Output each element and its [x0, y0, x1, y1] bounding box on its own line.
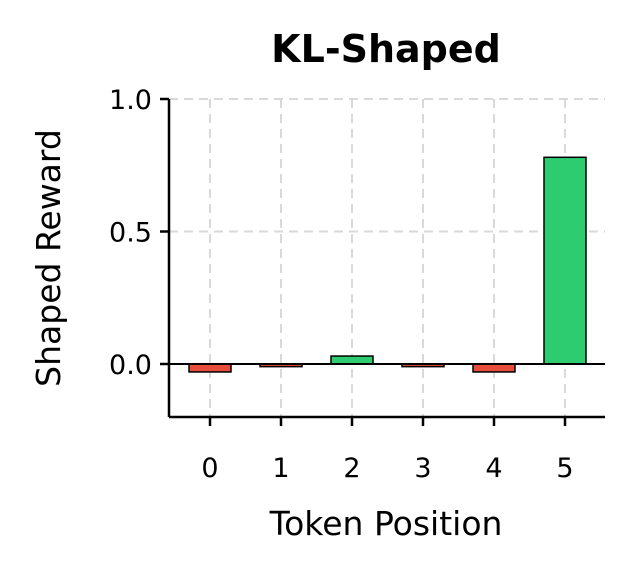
bar-0 — [188, 363, 232, 373]
x-tick-label-1: 1 — [272, 453, 289, 484]
x-ticks: 0 1 2 3 4 5 — [201, 417, 574, 484]
x-axis-label: Token Position — [269, 504, 503, 543]
x-tick-label-3: 3 — [414, 453, 431, 484]
x-tick-label-4: 4 — [485, 453, 502, 484]
chart-title: KL-Shaped — [271, 27, 501, 71]
bar-4 — [472, 363, 516, 373]
x-tick-label-5: 5 — [556, 453, 573, 484]
grid-lines — [169, 98, 605, 417]
bar-2 — [330, 355, 374, 365]
y-axis-label: Shaped Reward — [29, 129, 68, 387]
x-tick-label-0: 0 — [201, 453, 218, 484]
y-tick-label-1: 0.5 — [109, 218, 152, 249]
y-tick-label-0: 1.0 — [109, 85, 152, 116]
y-ticks: 1.0 0.5 0.0 — [109, 85, 169, 381]
bars — [188, 156, 587, 373]
bar-5 — [543, 156, 587, 365]
x-tick-label-2: 2 — [343, 453, 360, 484]
y-tick-label-2: 0.0 — [109, 350, 152, 381]
